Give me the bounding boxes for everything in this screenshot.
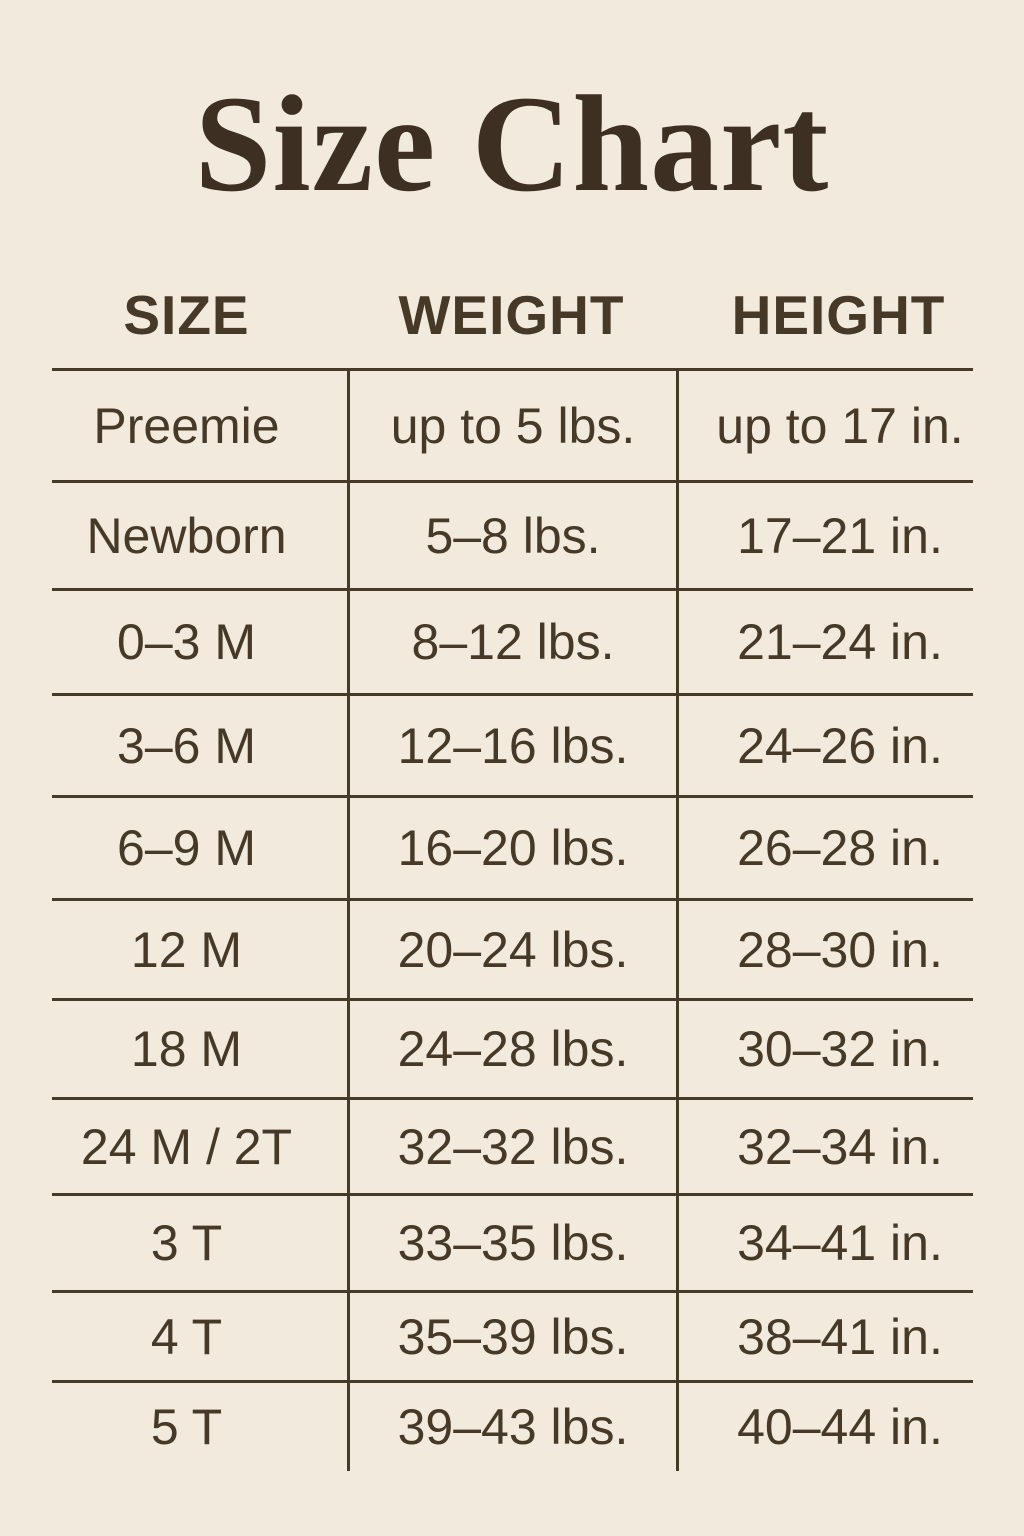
- table-row: Preemie up to 5 lbs. up to 17 in.: [52, 371, 973, 483]
- cell-height: 17–21 in.: [676, 483, 973, 588]
- table-row: 4 T 35–39 lbs. 38–41 in.: [52, 1293, 973, 1383]
- cell-size: 12 M: [130, 921, 243, 978]
- cell-height: 26–28 in.: [676, 798, 973, 898]
- cell-weight: 5–8 lbs.: [347, 483, 676, 588]
- page-title: Size Chart: [194, 67, 830, 220]
- cell-height: 40–44 in.: [676, 1383, 973, 1471]
- table-row: 3–6 M 12–16 lbs. 24–26 in.: [52, 696, 973, 798]
- header-height: HEIGHT: [731, 284, 946, 346]
- table-row: 3 T 33–35 lbs. 34–41 in.: [52, 1196, 973, 1293]
- cell-weight: up to 5 lbs.: [347, 371, 676, 480]
- table-body: Preemie up to 5 lbs. up to 17 in. Newbor…: [52, 368, 973, 1471]
- table-row: 5 T 39–43 lbs. 40–44 in.: [52, 1383, 973, 1471]
- cell-size: Preemie: [93, 397, 280, 454]
- table-row: 24 M / 2T 32–32 lbs. 32–34 in.: [52, 1100, 973, 1196]
- cell-height: 32–34 in.: [676, 1100, 973, 1193]
- cell-weight: 35–39 lbs.: [347, 1293, 676, 1380]
- table-row: 18 M 24–28 lbs. 30–32 in.: [52, 1001, 973, 1100]
- cell-height: up to 17 in.: [676, 371, 973, 480]
- cell-weight: 24–28 lbs.: [347, 1001, 676, 1097]
- cell-size: 18 M: [130, 1021, 243, 1077]
- cell-height: 34–41 in.: [676, 1196, 973, 1290]
- cell-weight: 20–24 lbs.: [347, 901, 676, 998]
- cell-weight: 8–12 lbs.: [347, 591, 676, 693]
- table-row: 0–3 M 8–12 lbs. 21–24 in.: [52, 591, 973, 696]
- cell-size: 3–6 M: [117, 717, 256, 774]
- cell-height: 30–32 in.: [676, 1001, 973, 1097]
- cell-weight: 39–43 lbs.: [347, 1383, 676, 1471]
- table-row: Newborn 5–8 lbs. 17–21 in.: [52, 483, 973, 591]
- cell-height: 28–30 in.: [676, 901, 973, 998]
- header-size: SIZE: [123, 284, 250, 346]
- size-chart-table: SIZE WEIGHT HEIGHT Preemie up to 5 lbs. …: [52, 262, 973, 1471]
- cell-weight: 33–35 lbs.: [347, 1196, 676, 1290]
- cell-size: 24 M / 2T: [80, 1118, 293, 1175]
- table-header-row: SIZE WEIGHT HEIGHT: [52, 262, 973, 368]
- cell-size: Newborn: [86, 507, 287, 564]
- cell-height: 38–41 in.: [676, 1293, 973, 1380]
- cell-size: 4 T: [150, 1308, 223, 1365]
- cell-size: 6–9 M: [117, 820, 256, 876]
- cell-size: 3 T: [150, 1215, 223, 1271]
- table-row: 6–9 M 16–20 lbs. 26–28 in.: [52, 798, 973, 901]
- cell-weight: 12–16 lbs.: [347, 696, 676, 795]
- header-weight: WEIGHT: [398, 284, 625, 346]
- cell-weight: 16–20 lbs.: [347, 798, 676, 898]
- cell-height: 24–26 in.: [676, 696, 973, 795]
- cell-size: 0–3 M: [117, 614, 256, 670]
- cell-size: 5 T: [150, 1399, 223, 1455]
- cell-height: 21–24 in.: [676, 591, 973, 693]
- cell-weight: 32–32 lbs.: [347, 1100, 676, 1193]
- table-row: 12 M 20–24 lbs. 28–30 in.: [52, 901, 973, 1001]
